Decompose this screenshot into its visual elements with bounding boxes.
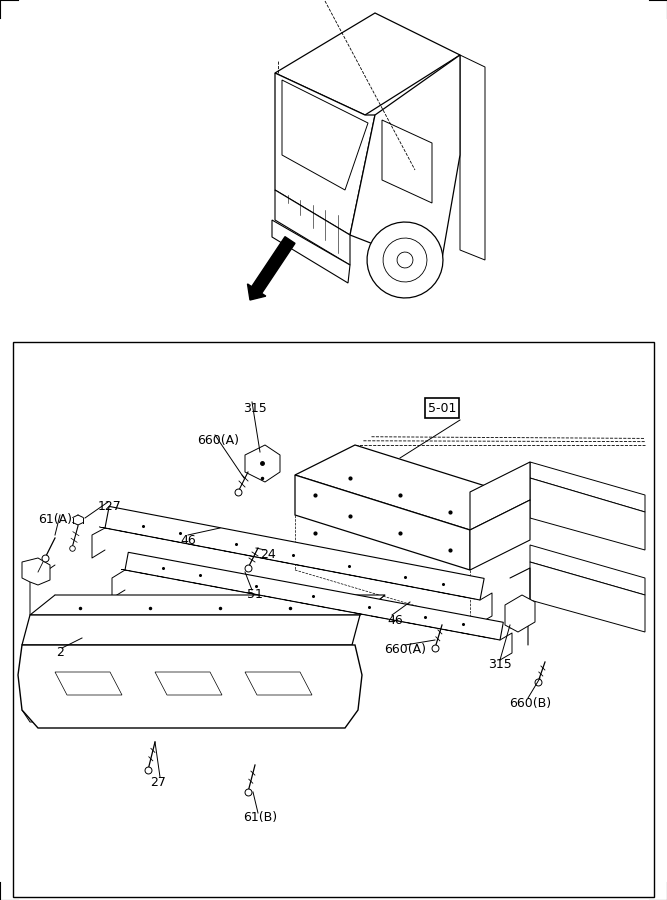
Polygon shape xyxy=(397,252,413,268)
Polygon shape xyxy=(383,238,427,282)
Text: 51: 51 xyxy=(247,589,263,601)
Text: 5-01: 5-01 xyxy=(428,401,456,415)
Polygon shape xyxy=(530,478,645,550)
Polygon shape xyxy=(470,462,530,530)
Text: 660(B): 660(B) xyxy=(509,697,551,709)
Polygon shape xyxy=(382,120,432,203)
Polygon shape xyxy=(105,507,484,600)
Polygon shape xyxy=(505,595,535,632)
Text: 24: 24 xyxy=(260,548,276,562)
Polygon shape xyxy=(275,73,375,235)
Polygon shape xyxy=(245,445,280,482)
Polygon shape xyxy=(275,13,460,115)
Polygon shape xyxy=(470,500,530,570)
Text: 61(A): 61(A) xyxy=(38,514,72,526)
Text: 2: 2 xyxy=(56,645,64,659)
Text: 315: 315 xyxy=(243,401,267,415)
Polygon shape xyxy=(18,645,362,728)
Polygon shape xyxy=(22,558,50,585)
Polygon shape xyxy=(295,475,470,570)
Polygon shape xyxy=(530,562,645,632)
Bar xyxy=(13,342,654,897)
Polygon shape xyxy=(125,553,504,640)
Polygon shape xyxy=(530,545,645,595)
Polygon shape xyxy=(282,80,368,190)
Polygon shape xyxy=(275,190,350,265)
Text: 660(A): 660(A) xyxy=(384,644,426,656)
Polygon shape xyxy=(30,595,385,615)
Text: 660(A): 660(A) xyxy=(197,434,239,446)
Polygon shape xyxy=(55,672,122,695)
Polygon shape xyxy=(245,672,312,695)
Polygon shape xyxy=(530,462,645,512)
FancyArrow shape xyxy=(247,237,295,300)
Polygon shape xyxy=(350,55,460,270)
Polygon shape xyxy=(155,672,222,695)
Polygon shape xyxy=(295,445,530,530)
Text: 46: 46 xyxy=(387,614,403,626)
Text: 27: 27 xyxy=(150,776,166,788)
Text: 61(B): 61(B) xyxy=(243,812,277,824)
Polygon shape xyxy=(460,55,485,260)
Polygon shape xyxy=(272,220,350,283)
Text: 315: 315 xyxy=(488,659,512,671)
Polygon shape xyxy=(367,222,443,298)
Polygon shape xyxy=(22,615,360,645)
Text: 127: 127 xyxy=(98,500,122,514)
Text: 46: 46 xyxy=(180,534,196,546)
